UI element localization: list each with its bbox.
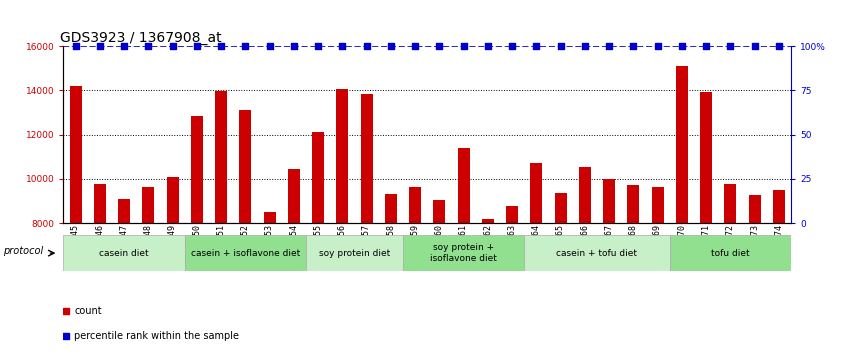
Point: [700, 43, 713, 49]
Text: tofu diet: tofu diet: [711, 249, 750, 258]
Text: casein diet: casein diet: [99, 249, 149, 258]
Point: [457, 43, 470, 49]
Bar: [525, 235, 670, 271]
Bar: [603, 179, 615, 223]
Point: [432, 43, 446, 49]
Text: casein + tofu diet: casein + tofu diet: [557, 249, 638, 258]
Point: [166, 43, 179, 49]
Bar: [772, 190, 785, 223]
Bar: [215, 91, 227, 223]
Bar: [142, 187, 154, 223]
Bar: [263, 212, 276, 223]
Bar: [184, 235, 306, 271]
Text: soy protein +
isoflavone diet: soy protein + isoflavone diet: [430, 244, 497, 263]
Point: [287, 43, 300, 49]
Bar: [554, 193, 567, 223]
Bar: [239, 110, 251, 223]
Bar: [63, 235, 184, 271]
Bar: [190, 116, 203, 223]
Bar: [676, 66, 688, 223]
Bar: [700, 92, 712, 223]
Point: [409, 43, 422, 49]
Point: [384, 43, 398, 49]
Bar: [306, 235, 403, 271]
Bar: [118, 199, 130, 223]
Bar: [458, 148, 470, 223]
Text: count: count: [74, 306, 102, 316]
Text: soy protein diet: soy protein diet: [319, 249, 390, 258]
Point: [675, 43, 689, 49]
Bar: [579, 167, 591, 223]
Point: [772, 43, 786, 49]
Point: [214, 43, 228, 49]
Bar: [403, 235, 525, 271]
Point: [59, 308, 73, 314]
Point: [505, 43, 519, 49]
Bar: [409, 187, 421, 223]
Bar: [167, 177, 179, 223]
Bar: [336, 89, 349, 223]
Text: casein + isoflavone diet: casein + isoflavone diet: [190, 249, 300, 258]
Bar: [481, 218, 494, 223]
Bar: [94, 184, 106, 223]
Bar: [627, 185, 640, 223]
Point: [554, 43, 568, 49]
Point: [723, 43, 737, 49]
Point: [602, 43, 616, 49]
Bar: [506, 206, 518, 223]
Text: protocol: protocol: [3, 246, 43, 256]
Bar: [724, 184, 736, 223]
Point: [651, 43, 664, 49]
Point: [190, 43, 204, 49]
Point: [311, 43, 325, 49]
Point: [748, 43, 761, 49]
Point: [578, 43, 591, 49]
Bar: [433, 200, 445, 223]
Bar: [749, 195, 761, 223]
Point: [69, 43, 82, 49]
Bar: [385, 194, 397, 223]
Bar: [670, 235, 791, 271]
Point: [59, 333, 73, 339]
Point: [239, 43, 252, 49]
Point: [530, 43, 543, 49]
Point: [141, 43, 155, 49]
Bar: [312, 132, 324, 223]
Bar: [530, 163, 542, 223]
Point: [627, 43, 640, 49]
Point: [360, 43, 373, 49]
Point: [336, 43, 349, 49]
Point: [263, 43, 277, 49]
Text: GDS3923 / 1367908_at: GDS3923 / 1367908_at: [60, 31, 222, 45]
Point: [481, 43, 495, 49]
Bar: [288, 169, 299, 223]
Point: [118, 43, 131, 49]
Text: percentile rank within the sample: percentile rank within the sample: [74, 331, 239, 341]
Bar: [651, 187, 663, 223]
Bar: [69, 86, 81, 223]
Point: [93, 43, 107, 49]
Bar: [360, 93, 372, 223]
